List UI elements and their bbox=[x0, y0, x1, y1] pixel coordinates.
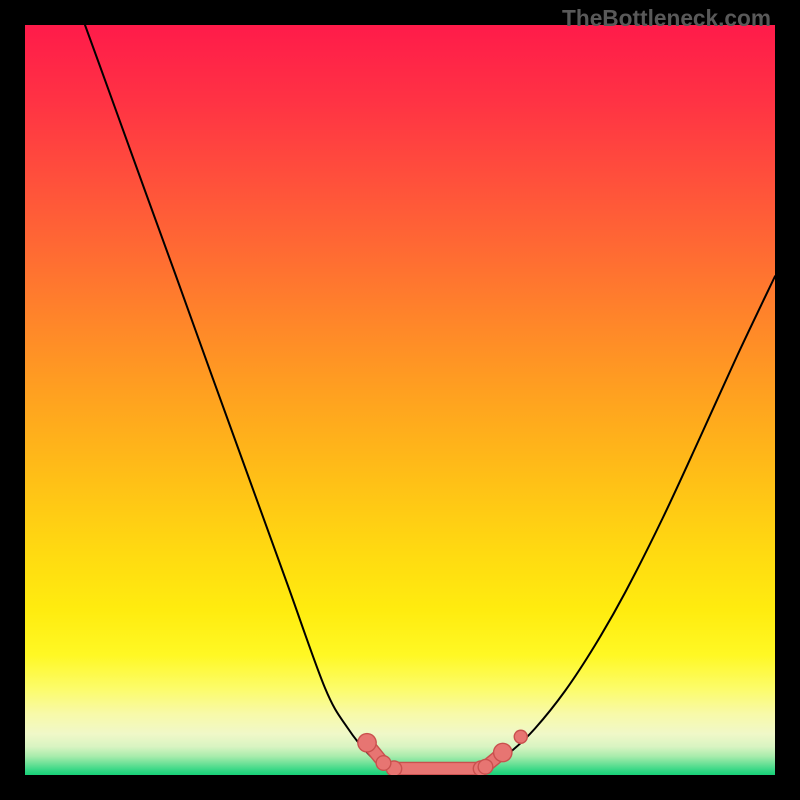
plot-background bbox=[25, 25, 775, 775]
bottleneck-chart bbox=[0, 0, 800, 800]
frame-border-bottom bbox=[0, 775, 800, 800]
chart-frame: TheBottleneck.com bbox=[0, 0, 800, 800]
frame-border-left bbox=[0, 0, 25, 800]
watermark-text: TheBottleneck.com bbox=[562, 5, 771, 32]
frame-border-right bbox=[775, 0, 800, 800]
